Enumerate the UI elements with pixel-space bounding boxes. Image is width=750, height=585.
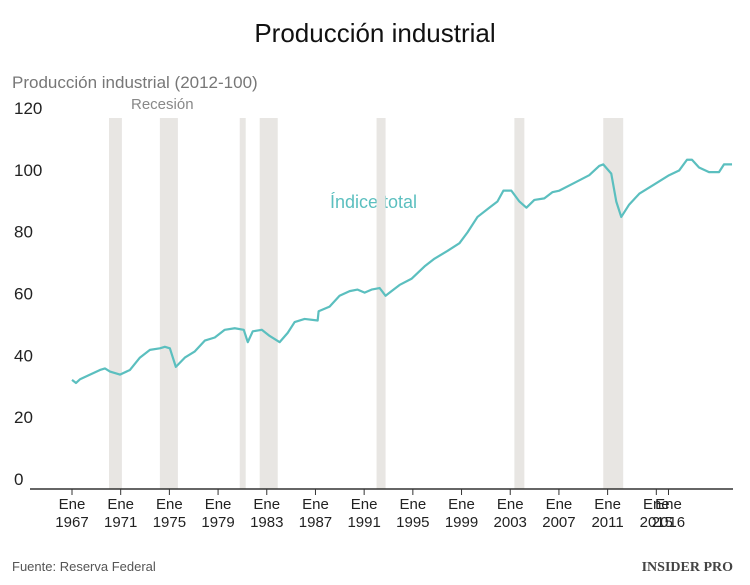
- x-tick-label: Ene 1995: [396, 496, 430, 531]
- recession-band: [603, 118, 624, 489]
- x-tick-label: Ene 1979: [201, 496, 235, 531]
- x-tick-label: Ene 1971: [104, 496, 138, 531]
- y-tick-label: 60: [14, 285, 33, 304]
- x-tick-label: Ene 2015: [639, 496, 673, 531]
- x-tick-label: Ene 1987: [298, 496, 333, 531]
- recession-band: [259, 118, 278, 489]
- annotation: Índice total: [330, 192, 417, 212]
- logo: INSIDER PRO: [642, 560, 734, 575]
- x-tick-label: Ene 1999: [444, 496, 479, 531]
- series-line: [71, 158, 733, 385]
- y-tick-label: 120: [14, 99, 42, 118]
- x-tick-label: Ene 1975: [152, 496, 187, 531]
- source: Fuente: Reserva Federal: [12, 559, 156, 574]
- x-tick-label: Ene 1967: [55, 496, 89, 531]
- y-tick-label: 100: [14, 161, 42, 180]
- x-tick-label: Ene 2003: [493, 496, 527, 531]
- x-tick-label: Ene 1991: [347, 496, 381, 531]
- x-tick-label: Ene 1983: [250, 496, 284, 531]
- y-tick-label: 80: [14, 223, 33, 242]
- y-tick-label: 40: [14, 346, 33, 365]
- y-tick-label: 20: [14, 408, 33, 427]
- recession-band: [239, 118, 246, 489]
- recession-band: [376, 118, 386, 489]
- x-tick-label: Ene 2007: [542, 496, 576, 531]
- recession-band: [514, 118, 525, 489]
- chart-title: Producción industrial: [254, 18, 495, 48]
- recession-band: [159, 118, 178, 489]
- y-tick-label: 0: [14, 470, 23, 489]
- x-tick-label: Ene 2016: [651, 496, 686, 531]
- x-tick-label: Ene 2011: [591, 496, 624, 531]
- recession-band: [109, 118, 122, 489]
- recession-label: Recesión: [131, 96, 194, 113]
- y-axis-title: Producción industrial (2012-100): [12, 73, 258, 92]
